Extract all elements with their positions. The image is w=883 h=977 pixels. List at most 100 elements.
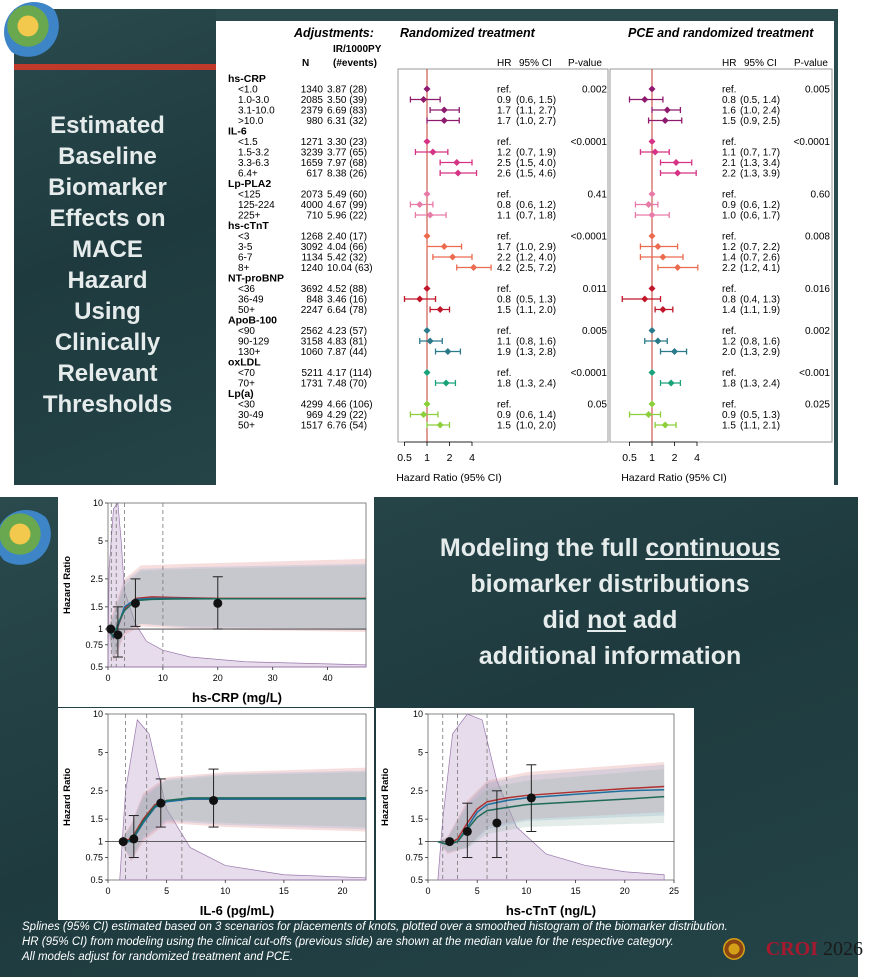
row-hr-1: 1.7	[497, 106, 511, 117]
row-ci-1: (0.8, 1.6)	[516, 337, 556, 348]
row-n: 3692	[301, 284, 324, 295]
row-n: 4299	[301, 400, 324, 411]
plot-area	[427, 713, 675, 881]
row-hr-1: ref.	[497, 85, 511, 96]
plot-box-2	[609, 68, 833, 443]
row-ir: 2.40 (17)	[327, 232, 367, 243]
row-ir: 4.66 (106)	[327, 400, 373, 411]
row-label: 6-7	[238, 253, 253, 264]
p-value-2: 0.002	[805, 326, 830, 337]
col-ir: IR/1000PY	[333, 44, 382, 55]
row-hr-2: 1.4	[722, 253, 736, 264]
row-label: 1.0-3.0	[238, 95, 270, 106]
hr-point-1	[423, 400, 431, 408]
row-label: <30	[238, 400, 255, 411]
top-slide-right-edge	[834, 9, 838, 485]
group-label: Lp-PLA2	[228, 178, 271, 190]
spline-chart-ctnt: 0.5 0.75 1 1.5 2.5 5 10 0 5 10 15 20 25 hs-cTnT (ng/L…	[380, 709, 679, 918]
y-tick-label: 5	[98, 747, 103, 757]
hr-point-1	[440, 117, 448, 124]
row-hr-2: 1.5	[722, 116, 736, 127]
title-line: Thresholds	[42, 391, 173, 418]
top-slide-title: Estimated Baseline Biomarker Effects on MACE…	[20, 110, 195, 420]
row-ci-2: (1.3, 2.9)	[740, 347, 780, 358]
row-ir: 3.87 (28)	[327, 85, 367, 96]
y-tick-label: 10	[413, 709, 423, 719]
row-n: 710	[306, 211, 323, 222]
row-hr-2: 1.5	[722, 421, 736, 432]
row-ci-1: (1.0, 2.7)	[516, 116, 556, 127]
y-tick-label: 5	[418, 747, 423, 757]
row-ir: 4.67 (99)	[327, 200, 367, 211]
row-n: 1340	[301, 85, 324, 96]
virus-logo-icon-2	[0, 510, 56, 570]
hr-point-2	[645, 411, 653, 418]
title-line: Clinically	[54, 329, 161, 356]
y-tick-label: 5	[98, 536, 103, 546]
row-hr-2: ref.	[722, 85, 736, 96]
row-hr-2: 1.0	[722, 211, 736, 222]
row-ci-1: (0.6, 1.4)	[516, 410, 556, 421]
row-ir: 5.49 (60)	[327, 190, 367, 201]
hr-point-2	[654, 337, 662, 345]
ci-band	[108, 563, 366, 659]
x-tick-label: 0	[105, 886, 110, 896]
spline-panel-il6: 0.5 0.75 1 1.5 2.5 5 10 0 5 10 15 20 IL-6 (pg/mL) Haz…	[58, 708, 374, 920]
row-hr-2: 1.4	[722, 305, 736, 316]
row-ci-2: (0.4, 1.3)	[740, 295, 780, 306]
hr-point-2	[659, 306, 667, 313]
p-value-1: 0.002	[582, 85, 607, 96]
hr-point-1	[426, 211, 434, 219]
row-hr-2: 2.1	[722, 158, 736, 169]
hr-point-2	[648, 232, 656, 240]
group-label: oxLDL	[228, 357, 261, 369]
title-line: Effects on	[49, 205, 166, 232]
row-label: 50+	[238, 421, 255, 432]
row-hr-1: 1.7	[497, 242, 511, 253]
spline-panel-crp: 0.5 0.75 1 1.5 2.5 5 10 0 10 20 30 40 hs-CRP (mg/L) H…	[58, 497, 374, 707]
hr-point-1	[423, 369, 431, 376]
hr-point	[213, 598, 223, 608]
x-tick-label: 5	[164, 886, 169, 896]
row-ci-1: (1.5, 4.0)	[516, 158, 556, 169]
hr-point	[130, 598, 140, 608]
hr-point	[209, 795, 219, 805]
row-label: 8+	[238, 263, 250, 274]
row-ci-2: (0.8, 1.6)	[740, 337, 780, 348]
x-tick-label: 10	[220, 886, 230, 896]
hr-point-2	[651, 148, 659, 156]
hr-point-2	[648, 285, 656, 292]
distribution-histogram	[119, 719, 367, 881]
row-hr-1: 1.7	[497, 116, 511, 127]
p-value-1: 0.005	[582, 326, 607, 337]
row-ir: 3.46 (16)	[327, 295, 367, 306]
row-hr-2: ref.	[722, 190, 736, 201]
group-label: IL-6	[228, 126, 247, 138]
row-n: 2562	[301, 326, 324, 337]
x-tick-label: 5	[475, 886, 480, 896]
row-n: 2085	[301, 95, 324, 106]
ci-band	[108, 558, 366, 662]
hr-point-2	[661, 421, 669, 429]
title-line: Using	[74, 298, 141, 325]
x-axis-title: IL-6 (pg/mL)	[200, 903, 274, 918]
row-ci-1: (0.5, 1.3)	[516, 295, 556, 306]
p-value-2: <0.001	[799, 368, 830, 379]
hr-point-1	[423, 85, 431, 93]
x-tick-label-2: 4	[694, 452, 700, 464]
hr-point	[156, 798, 166, 808]
row-n: 1134	[301, 253, 323, 264]
y-tick-label: 2.5	[90, 786, 103, 796]
x-tick-label: 20	[213, 673, 223, 683]
hr-point-2	[648, 369, 656, 376]
row-hr-1: 1.1	[497, 211, 511, 222]
row-n: 1517	[301, 421, 324, 432]
row-hr-2: 1.1	[722, 148, 736, 159]
hr-point-1	[423, 232, 431, 240]
hr-point-1	[436, 306, 444, 313]
row-label: 130+	[238, 347, 261, 358]
row-hr-2: 2.2	[722, 263, 736, 274]
hr-point-2	[661, 117, 669, 124]
row-hr-1: ref.	[497, 232, 511, 243]
row-label: 36-49	[238, 295, 264, 306]
